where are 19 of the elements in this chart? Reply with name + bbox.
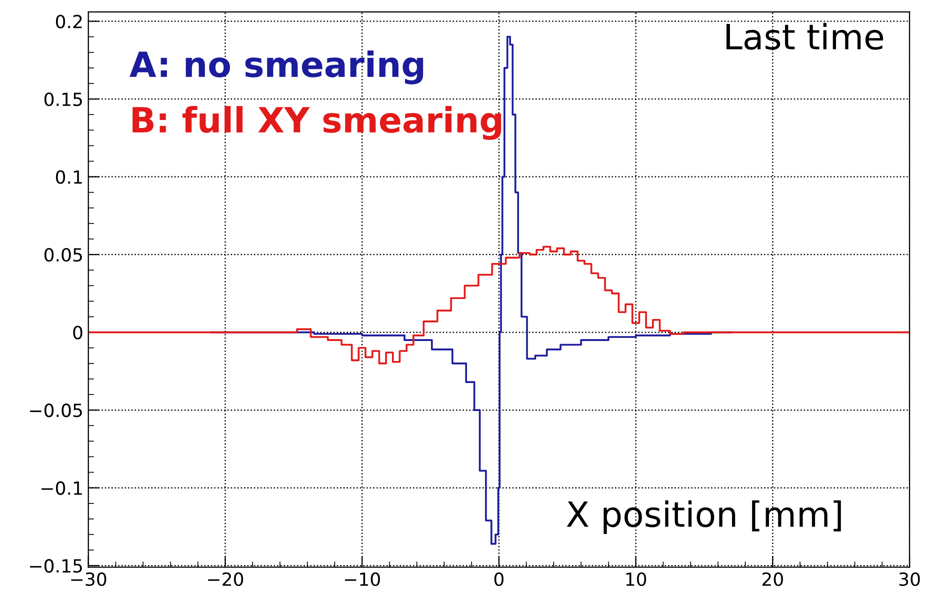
x-tick-label: 10 <box>626 572 646 586</box>
y-tick-label: −0.15 <box>30 559 82 573</box>
y-tick-label: 0.15 <box>44 92 82 106</box>
x-tick-label: 0 <box>494 572 504 586</box>
y-tick-label: 0 <box>73 326 82 340</box>
y-tick-label: 0.1 <box>56 170 82 184</box>
y-tick-label: 0.05 <box>44 248 82 262</box>
x-axis-title: X position [mm] <box>566 500 841 534</box>
y-tick-label: −0.1 <box>42 481 82 495</box>
x-tick-label: −30 <box>71 572 106 586</box>
x-tick-label: −20 <box>208 572 244 586</box>
annotation: Last time <box>726 22 884 50</box>
text: A: no smearing <box>130 50 424 84</box>
x-tick-label: −10 <box>344 572 380 586</box>
text: B: full XY smearing <box>132 106 502 140</box>
y-tick-label: −0.05 <box>30 404 82 418</box>
x-tick-label: 30 <box>899 572 920 586</box>
x-tick-label: 20 <box>762 572 783 586</box>
y-tick-label: 0.2 <box>56 14 82 28</box>
